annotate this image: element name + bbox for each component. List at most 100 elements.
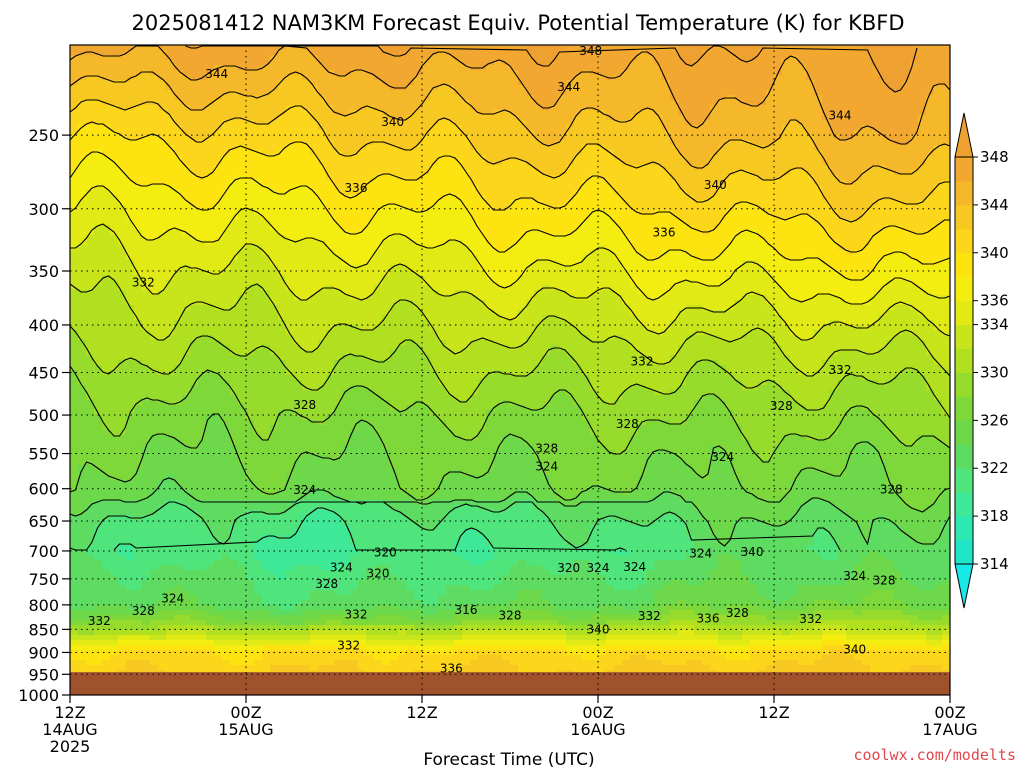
x-tick-label: 00Z <box>934 703 965 722</box>
y-tick-label: 800 <box>28 596 59 615</box>
contour-label: 332 <box>799 612 822 626</box>
contour-label: 340 <box>587 622 610 636</box>
contour-label: 336 <box>653 225 676 239</box>
chart-title: 2025081412 NAM3KM Forecast Equiv. Potent… <box>131 11 904 35</box>
x-tick-label: 12Z <box>406 703 437 722</box>
colorbar-tick-label: 344 <box>980 196 1009 214</box>
contour-label: 320 <box>557 561 580 575</box>
contour-label: 340 <box>381 115 404 129</box>
contour-label: 332 <box>829 363 852 377</box>
contour-label: 340 <box>843 642 866 656</box>
contour-label: 328 <box>616 417 639 431</box>
x-tick-label: 2025 <box>50 737 91 756</box>
x-tick-label: 12Z <box>758 703 789 722</box>
colorbar-swatch <box>955 180 973 206</box>
colorbar-tick-label: 322 <box>980 459 1009 477</box>
colorbar-tick-label: 340 <box>980 244 1009 262</box>
colorbar-swatch <box>955 468 973 493</box>
y-tick-label: 650 <box>28 512 59 531</box>
y-tick-label: 300 <box>28 200 59 219</box>
x-tick-label: 17AUG <box>922 720 977 739</box>
colorbar-swatch <box>955 444 973 469</box>
x-tick-label: 12Z <box>54 703 85 722</box>
colorbar-tick-label: 348 <box>980 148 1009 166</box>
colorbar-swatch <box>955 372 973 397</box>
y-tick-label: 500 <box>28 406 59 425</box>
contour-label: 328 <box>132 604 155 618</box>
y-tick-label: 600 <box>28 480 59 499</box>
y-tick-label: 350 <box>28 262 59 281</box>
contour-label: 340 <box>704 178 727 192</box>
colorbar-swatch <box>955 157 973 182</box>
contour-label: 348 <box>579 44 602 58</box>
y-tick-label: 950 <box>28 665 59 684</box>
contour-label: 344 <box>557 80 580 94</box>
credit-text: coolwx.com/modelts <box>853 746 1016 764</box>
colorbar-swatch <box>955 228 973 254</box>
contour-label: 332 <box>88 614 111 628</box>
colorbar-tick-label: 314 <box>980 555 1009 573</box>
colorbar-tick-label: 336 <box>980 292 1009 310</box>
contour-label: 324 <box>535 460 558 474</box>
y-tick-label: 450 <box>28 364 59 383</box>
contour-label: 336 <box>697 611 720 625</box>
colorbar-tick-label: 330 <box>980 363 1009 381</box>
contour-label: 332 <box>638 609 661 623</box>
y-tick-label: 400 <box>28 316 59 335</box>
x-tick-label: 00Z <box>582 703 613 722</box>
contour-label: 344 <box>205 67 228 81</box>
colorbar-tick-label: 334 <box>980 316 1009 334</box>
colorbar-swatch <box>955 540 973 565</box>
contour-label: 328 <box>770 399 793 413</box>
contour-label: 332 <box>337 639 360 653</box>
x-tick-label: 16AUG <box>570 720 625 739</box>
contour-label: 316 <box>455 603 478 617</box>
plot-frame <box>69 44 951 696</box>
colorbar-swatch <box>955 516 973 541</box>
colorbar-swatch <box>955 252 973 278</box>
y-tick-label: 700 <box>28 542 59 561</box>
contour-label: 320 <box>367 566 390 580</box>
y-axis: 250 300 350 400 450 500 550 600 650 700 750 800 850 9… <box>18 126 70 705</box>
y-tick-label: 750 <box>28 570 59 589</box>
y-tick-label: 550 <box>28 445 59 464</box>
colorbar: 314 318 322 326 330 334 336 340 344 348 <box>954 112 1009 609</box>
below-ground-mask <box>70 672 950 695</box>
x-axis-label: Forecast Time (UTC) <box>423 750 594 768</box>
contour-label: 328 <box>535 441 558 455</box>
x-tick-label: 00Z <box>230 703 261 722</box>
contour-label: 324 <box>587 561 610 575</box>
colorbar-swatch <box>955 420 973 445</box>
contour-label: 324 <box>843 569 866 583</box>
contour-label: 340 <box>741 545 764 559</box>
contour-label: 324 <box>161 591 184 605</box>
contour-labels: 348 344 344 344 340 340 336 336 332 332 332 328 328 3… <box>88 44 903 676</box>
colorbar-over-arrow <box>954 112 974 158</box>
contour-label: 332 <box>132 275 155 289</box>
colorbar-tick-label: 326 <box>980 411 1009 429</box>
contour-label: 324 <box>330 560 353 574</box>
contour-label: 328 <box>293 398 316 412</box>
contour-label: 332 <box>345 607 368 621</box>
colorbar-tick-label: 318 <box>980 507 1009 525</box>
colorbar-swatch <box>955 348 973 373</box>
theta-e-field <box>70 45 950 695</box>
x-tick-label: 15AUG <box>218 720 273 739</box>
contour-label: 344 <box>829 108 852 122</box>
colorbar-swatch <box>955 300 973 325</box>
x-tick-label: 14AUG <box>42 720 97 739</box>
contour-label: 324 <box>689 546 712 560</box>
y-tick-label: 1000 <box>18 686 59 705</box>
contour-label: 324 <box>293 483 316 497</box>
colorbar-swatch <box>955 396 973 421</box>
y-tick-label: 850 <box>28 620 59 639</box>
contour-label: 328 <box>880 482 903 496</box>
contour-label: 328 <box>726 606 749 620</box>
contour-label: 324 <box>623 560 646 574</box>
colorbar-swatch <box>955 276 973 302</box>
y-tick-label: 900 <box>28 643 59 662</box>
colorbar-swatch <box>955 324 973 349</box>
y-tick-label: 250 <box>28 126 59 145</box>
